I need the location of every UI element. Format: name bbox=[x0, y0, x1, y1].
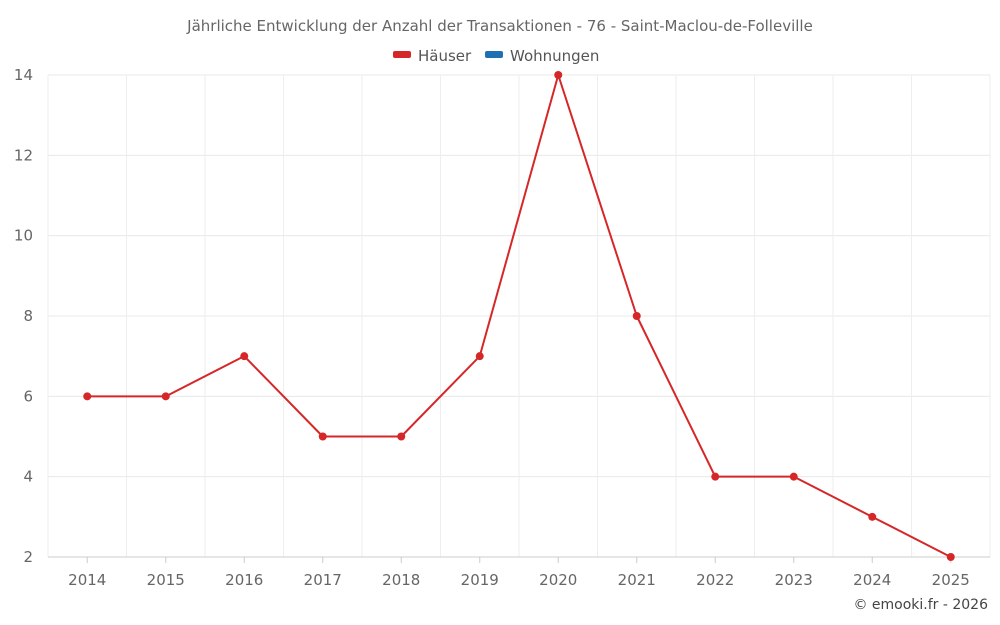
data-point-haeuser-2014[interactable] bbox=[83, 392, 92, 401]
y-tick-label: 2 bbox=[23, 548, 33, 566]
data-point-haeuser-2016[interactable] bbox=[240, 352, 249, 361]
y-tick-label: 4 bbox=[23, 468, 33, 486]
series-haeuser bbox=[83, 71, 955, 561]
y-tick-label: 8 bbox=[23, 307, 33, 325]
data-point-haeuser-2019[interactable] bbox=[475, 352, 484, 361]
x-tick-label: 2015 bbox=[147, 571, 185, 589]
x-tick-label: 2016 bbox=[225, 571, 263, 589]
data-point-haeuser-2017[interactable] bbox=[318, 432, 327, 441]
grid bbox=[47, 74, 991, 558]
data-point-haeuser-2025[interactable] bbox=[946, 553, 955, 561]
data-point-haeuser-2022[interactable] bbox=[711, 472, 720, 481]
credit-text: © emooki.fr - 2026 bbox=[853, 597, 988, 613]
legend-item-wohnungen[interactable]: Wohnungen bbox=[485, 47, 599, 65]
y-tick-label: 10 bbox=[14, 227, 33, 245]
legend-item-haeuser[interactable]: Häuser bbox=[393, 47, 472, 65]
x-tick-label: 2020 bbox=[539, 571, 577, 589]
data-point-haeuser-2023[interactable] bbox=[789, 472, 798, 481]
legend-label-wohnungen: Wohnungen bbox=[510, 47, 599, 65]
x-tick-label: 2024 bbox=[853, 571, 891, 589]
data-point-haeuser-2020[interactable] bbox=[554, 71, 563, 79]
y-tick-label: 12 bbox=[14, 146, 33, 164]
x-tick-label: 2021 bbox=[618, 571, 656, 589]
data-point-haeuser-2021[interactable] bbox=[632, 312, 641, 320]
legend-swatch-haeuser bbox=[393, 51, 411, 58]
y-tick-label: 14 bbox=[14, 66, 33, 84]
chart-title: Jährliche Entwicklung der Anzahl der Tra… bbox=[186, 17, 813, 35]
x-tick-label: 2022 bbox=[696, 571, 734, 589]
data-point-haeuser-2015[interactable] bbox=[161, 392, 170, 401]
data-point-haeuser-2024[interactable] bbox=[868, 512, 877, 521]
x-tick-label: 2018 bbox=[382, 571, 420, 589]
x-axis: 2014 2015 2016 2017 2018 2019 2020 2021 2022 2023… bbox=[68, 557, 970, 589]
x-tick-label: 2025 bbox=[932, 571, 970, 589]
legend: Häuser Wohnungen bbox=[393, 47, 599, 65]
x-tick-label: 2017 bbox=[304, 571, 342, 589]
y-axis: 2 4 6 8 10 12 14 bbox=[14, 66, 33, 566]
x-tick-label: 2019 bbox=[461, 571, 499, 589]
x-tick-label: 2014 bbox=[68, 571, 106, 589]
data-point-haeuser-2018[interactable] bbox=[397, 432, 406, 441]
x-tick-label: 2023 bbox=[775, 571, 813, 589]
series-line-haeuser bbox=[87, 74, 952, 558]
legend-label-haeuser: Häuser bbox=[418, 47, 472, 65]
legend-swatch-wohnungen bbox=[485, 51, 503, 58]
y-tick-label: 6 bbox=[23, 387, 33, 405]
